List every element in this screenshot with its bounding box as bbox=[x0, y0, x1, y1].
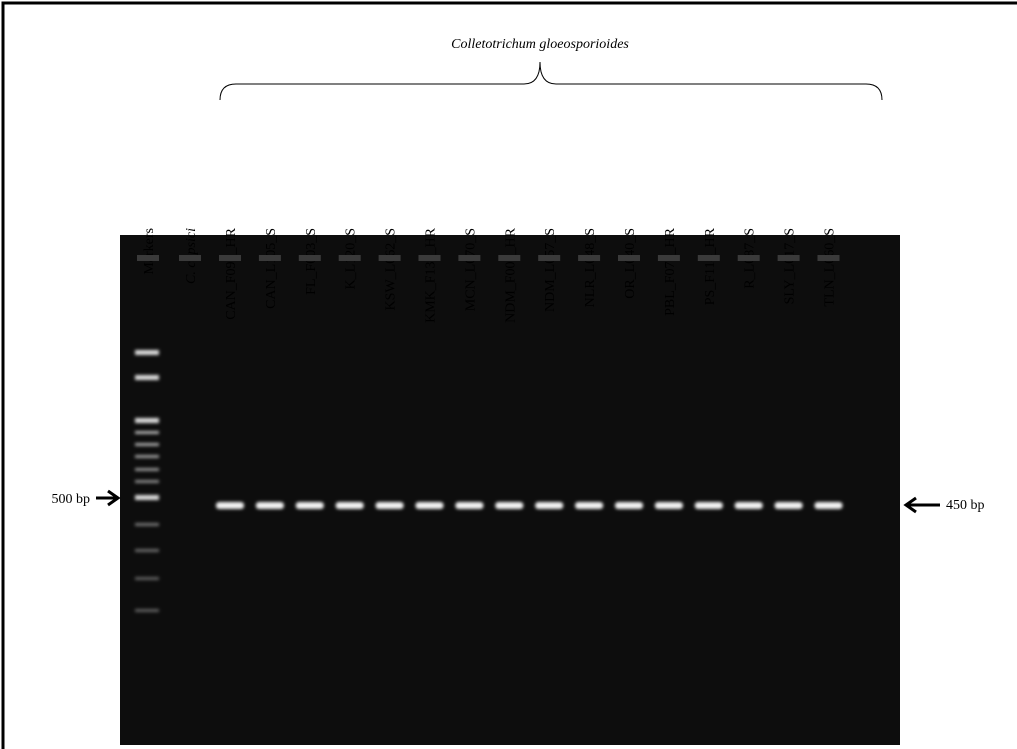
lane-label: SLY_L017_S bbox=[783, 228, 798, 304]
brace bbox=[220, 62, 882, 100]
band bbox=[495, 502, 523, 509]
band bbox=[815, 502, 843, 509]
band bbox=[336, 502, 364, 509]
band bbox=[535, 502, 563, 509]
lane-label: MCN_L070_S bbox=[463, 228, 478, 311]
lane-label: NDM_F002_HR bbox=[503, 227, 518, 323]
lane-label: CAN_L105_S bbox=[264, 228, 279, 309]
figure: Colletotrichum gloeosporioides 500 bp 45… bbox=[0, 0, 1017, 749]
well bbox=[179, 255, 201, 261]
well bbox=[538, 255, 560, 261]
well bbox=[778, 255, 800, 261]
well bbox=[618, 255, 640, 261]
well bbox=[339, 255, 361, 261]
species-title: Colletotrichum gloeosporioides bbox=[451, 37, 629, 52]
lane-label: NLR_L048_S bbox=[583, 228, 598, 307]
well bbox=[498, 255, 520, 261]
band bbox=[575, 502, 603, 509]
band bbox=[256, 502, 284, 509]
band bbox=[296, 502, 324, 509]
band bbox=[416, 502, 444, 509]
band bbox=[376, 502, 404, 509]
well bbox=[458, 255, 480, 261]
well bbox=[738, 255, 760, 261]
well bbox=[219, 255, 241, 261]
lane-label: PS_F114_HR bbox=[703, 227, 718, 305]
lane-label: Markers bbox=[142, 228, 157, 275]
band bbox=[216, 502, 244, 509]
well bbox=[379, 255, 401, 261]
lane-label: NDM_L057_S bbox=[543, 228, 558, 312]
band bbox=[455, 502, 483, 509]
arrow-left bbox=[96, 491, 118, 505]
lane-label: KSW_L062_S bbox=[384, 228, 399, 310]
well bbox=[698, 255, 720, 261]
band bbox=[735, 502, 763, 509]
lane-label: TLN_L060_S bbox=[823, 228, 838, 307]
marker-right-label: 450 bp bbox=[946, 498, 985, 513]
lane-label: OR_L040_S bbox=[623, 228, 638, 299]
well bbox=[137, 255, 159, 261]
band bbox=[655, 502, 683, 509]
lane-label: FL_F003_S bbox=[304, 228, 319, 295]
lane-label: KMK_F135_HR bbox=[424, 227, 439, 323]
band bbox=[775, 502, 803, 509]
arrow-right bbox=[906, 498, 940, 512]
band bbox=[615, 502, 643, 509]
lane-label: PBL_F076_HR bbox=[663, 227, 678, 316]
well bbox=[259, 255, 281, 261]
marker-left-label: 500 bp bbox=[52, 492, 91, 507]
well bbox=[578, 255, 600, 261]
well bbox=[818, 255, 840, 261]
lane-label: CAN_F095_HR bbox=[224, 227, 239, 319]
well bbox=[419, 255, 441, 261]
band bbox=[695, 502, 723, 509]
well bbox=[299, 255, 321, 261]
well bbox=[658, 255, 680, 261]
